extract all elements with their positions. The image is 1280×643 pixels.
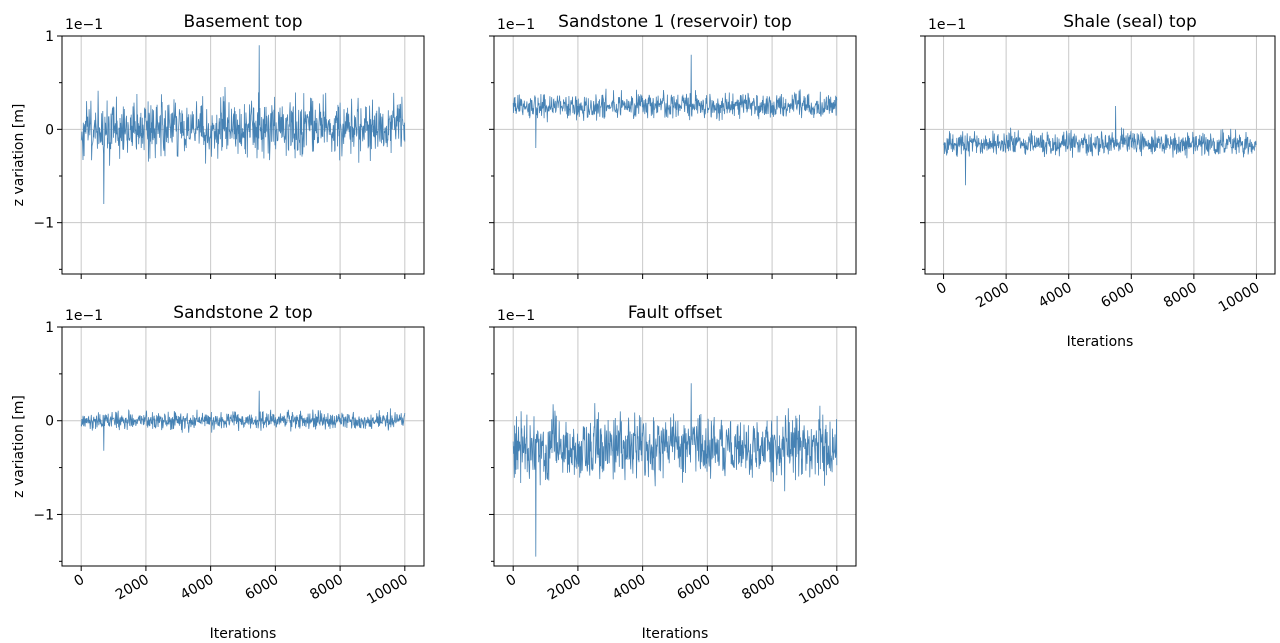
subplot-1: 1 0 −1 1e−1 Basement top z variation [m] <box>11 12 425 279</box>
x-tick-label: 0 <box>934 280 950 298</box>
x-tick-label: 2000 <box>113 572 152 604</box>
x-axis-label: Iterations <box>642 626 709 642</box>
axes-frame <box>61 35 425 275</box>
x-tick-label: 0 <box>503 572 519 590</box>
x-tick-label: 4000 <box>610 572 649 604</box>
trace-line <box>512 383 838 557</box>
y-offset-label: 1e−1 <box>497 308 535 324</box>
x-tick-label: 2000 <box>973 280 1012 312</box>
subplot-title: Sandstone 1 (reservoir) top <box>558 12 792 32</box>
y-offset-label: 1e−1 <box>928 17 966 33</box>
x-tick-label: 6000 <box>242 572 281 604</box>
y-axis-label: z variation [m] <box>11 395 27 498</box>
axes-frame <box>493 35 857 275</box>
y-tick-label: −1 <box>33 216 54 232</box>
subplot-title: Shale (seal) top <box>1063 12 1197 32</box>
x-tick-label: 4000 <box>1036 280 1075 312</box>
x-tick-label: 10000 <box>1216 280 1263 316</box>
subplot-title: Sandstone 2 top <box>173 303 312 323</box>
x-tick-label: 8000 <box>1161 280 1200 312</box>
x-tick-label: 8000 <box>307 572 346 604</box>
subplot-4: 1 0 −1 0 2000 4000 6000 8000 10000 1e−1 Sandstone … <box>11 303 425 642</box>
x-tick-label: 8000 <box>739 572 778 604</box>
subplot-2: 1e−1 Sandstone 1 (reservoir) top <box>489 12 857 279</box>
subplot-3: 0 2000 4000 6000 8000 10000 1e−1 Shale (seal) t… <box>920 12 1276 350</box>
y-tick-label: 1 <box>45 29 54 45</box>
x-axis-label: Iterations <box>210 626 277 642</box>
x-tick-label: 6000 <box>1098 280 1137 312</box>
y-offset-label: 1e−1 <box>497 17 535 33</box>
y-offset-label: 1e−1 <box>65 17 103 33</box>
y-axis-label: z variation [m] <box>11 104 27 207</box>
trace-line <box>80 390 406 451</box>
trace-line <box>512 54 838 149</box>
y-tick-label: 0 <box>45 122 54 138</box>
y-tick-label: 0 <box>45 414 54 430</box>
y-offset-label: 1e−1 <box>65 308 103 324</box>
x-tick-label: 10000 <box>796 572 843 608</box>
axes-frame <box>493 326 857 567</box>
subplot-title: Basement top <box>183 12 302 32</box>
y-tick-label: 1 <box>45 320 54 336</box>
subplot-5: 0 2000 4000 6000 8000 10000 1e−1 Fault offset It… <box>489 303 857 642</box>
subplot-title: Fault offset <box>628 303 723 323</box>
axes-frame <box>924 35 1276 275</box>
x-tick-label: 2000 <box>545 572 584 604</box>
x-tick-label: 0 <box>71 572 87 590</box>
x-axis-label: Iterations <box>1067 334 1134 350</box>
trace-line <box>943 105 1257 186</box>
axes-frame <box>61 326 425 567</box>
x-tick-label: 4000 <box>178 572 217 604</box>
x-tick-label: 6000 <box>674 572 713 604</box>
trace-line <box>80 45 406 205</box>
x-tick-label: 10000 <box>364 572 411 608</box>
y-tick-label: −1 <box>33 507 54 523</box>
